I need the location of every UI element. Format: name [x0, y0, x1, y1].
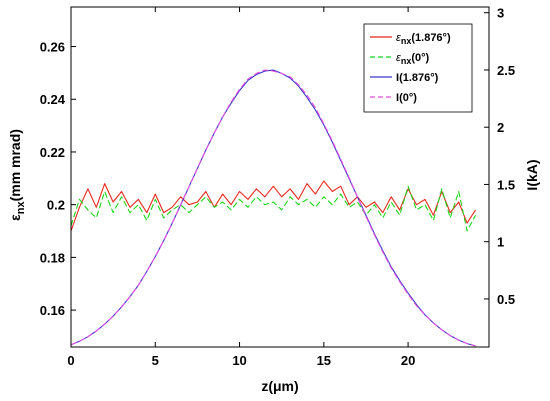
x-tick-label: 20 [401, 353, 415, 368]
legend-symbol: I [396, 72, 399, 84]
series-layer [70, 69, 476, 347]
legend-label-1: εnx(1.876°) [396, 32, 451, 46]
y-left-label-symbol: ε [7, 214, 23, 221]
x-tick-label: 5 [152, 353, 159, 368]
y-left-tick-label: 0.18 [40, 250, 65, 265]
y-right-tick-label: 0.5 [497, 292, 515, 307]
y-left-tick-label: 0.26 [40, 40, 65, 55]
y-right-tick-label: 2.5 [497, 63, 515, 78]
legend-suffix: (1.876°) [411, 32, 451, 44]
legend-subscript: nx [401, 36, 412, 46]
series-line-1 [70, 180, 476, 232]
tick-layer: 0 5 10 15 20 0.16 0.18 0.2 0.22 0.24 0.26 0.5 1 1.5 2 2… [40, 6, 515, 368]
legend-suffix: (1.876°) [399, 72, 439, 84]
legend-label-3: I(1.876°) [396, 72, 439, 84]
legend-symbol: ε [396, 52, 401, 64]
legend-suffix: (0°) [411, 52, 429, 64]
y-left-tick-label: 0.2 [47, 198, 65, 213]
y-right-tick-label: 2 [497, 120, 504, 135]
y-left-label-sub: nx [15, 201, 27, 215]
series-line-4 [70, 69, 476, 347]
y-left-label-unit: (mm mrad) [7, 129, 23, 201]
plot-frame [70, 6, 490, 348]
y-left-tick-label: 0.16 [40, 303, 65, 318]
x-tick-label: 10 [232, 353, 246, 368]
legend-label-2: εnx(0°) [396, 52, 430, 66]
series-line-2 [70, 185, 476, 232]
y-right-tick-label: 3 [497, 6, 504, 21]
legend-suffix: (0°) [399, 92, 417, 104]
legend: εnx(1.876°)εnx(0°)I(1.876°)I(0°) [363, 23, 473, 113]
y-axis-left-label: εnx(mm mrad) [7, 129, 27, 221]
y-left-tick-label: 0.24 [40, 92, 66, 107]
y-axis-right-label: I(kA) [524, 159, 540, 190]
y-left-tick-label: 0.22 [40, 145, 65, 160]
legend-label-4: I(0°) [396, 92, 417, 104]
legend-symbol: I [396, 92, 399, 104]
legend-symbol: ε [396, 32, 401, 44]
x-tick-label: 0 [67, 353, 74, 368]
y-right-tick-label: 1 [497, 235, 504, 250]
x-tick-label: 15 [317, 353, 331, 368]
legend-subscript: nx [401, 56, 412, 66]
y-right-tick-label: 1.5 [497, 177, 515, 192]
x-axis-label: z(μm) [261, 378, 298, 394]
